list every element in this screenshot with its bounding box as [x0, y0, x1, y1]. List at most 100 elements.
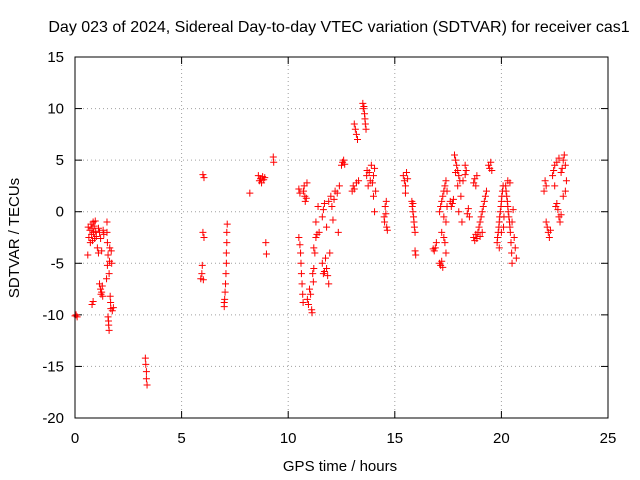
data-point — [222, 280, 230, 288]
data-point — [465, 213, 473, 221]
data-point — [98, 247, 106, 255]
data-point — [450, 151, 458, 159]
data-point — [439, 192, 447, 200]
data-point — [319, 206, 327, 214]
data-point — [362, 125, 370, 133]
data-point — [303, 179, 311, 187]
data-point — [103, 275, 111, 283]
data-point — [457, 192, 465, 200]
data-point — [199, 276, 207, 284]
data-point — [367, 161, 375, 169]
data-point — [72, 311, 80, 319]
data-point — [553, 199, 561, 207]
data-point — [403, 169, 411, 177]
data-point — [459, 177, 467, 185]
data-point — [399, 172, 407, 180]
data-point — [107, 298, 115, 306]
data-point — [554, 206, 562, 214]
data-point — [543, 223, 551, 231]
data-point — [222, 249, 230, 257]
data-point — [482, 187, 490, 195]
data-point — [198, 270, 206, 278]
data-point — [508, 259, 516, 267]
data-point — [561, 161, 569, 169]
data-point — [560, 151, 568, 159]
data-point — [555, 154, 563, 162]
data-point — [223, 228, 231, 236]
data-point — [365, 169, 373, 177]
data-point — [462, 166, 470, 174]
y-tick-labels: -20 -15 -10 -5 0 5 10 15 — [42, 49, 64, 427]
data-point — [103, 261, 111, 269]
data-points — [71, 99, 570, 389]
data-point — [307, 290, 315, 298]
data-point — [559, 192, 567, 200]
plot-frame — [74, 56, 609, 419]
data-point — [506, 228, 514, 236]
data-point — [545, 234, 553, 241]
data-point — [142, 360, 150, 368]
data-point — [299, 298, 307, 306]
data-point — [103, 228, 111, 236]
data-point — [475, 223, 483, 231]
data-point — [309, 270, 317, 278]
data-point — [199, 171, 207, 179]
data-point — [141, 354, 149, 362]
data-point — [323, 264, 331, 272]
data-point — [549, 172, 557, 180]
data-point — [500, 223, 508, 231]
data-point — [340, 156, 348, 164]
data-point — [105, 326, 113, 334]
data-point — [106, 292, 114, 300]
data-point — [440, 234, 448, 241]
data-point — [328, 203, 336, 211]
data-point — [401, 182, 409, 190]
data-point — [312, 234, 320, 241]
data-point — [381, 218, 389, 226]
data-point — [494, 234, 502, 241]
x-tick-label: 25 — [600, 430, 617, 447]
data-point — [199, 228, 207, 236]
data-point — [310, 264, 318, 272]
y-tick-label: 0 — [56, 204, 64, 221]
data-point — [142, 368, 150, 376]
data-point — [562, 177, 570, 185]
data-point — [350, 120, 358, 128]
data-point — [438, 197, 446, 205]
data-point — [88, 301, 96, 309]
data-point — [408, 203, 416, 211]
data-point — [295, 185, 303, 193]
data-point — [556, 218, 564, 226]
y-tick-label: 15 — [47, 49, 64, 66]
data-point — [447, 203, 455, 211]
data-point — [559, 156, 567, 164]
data-point — [300, 187, 308, 195]
data-point — [301, 197, 309, 205]
data-point — [334, 228, 342, 236]
data-point — [369, 192, 377, 200]
data-point — [312, 218, 320, 226]
data-point — [351, 125, 359, 133]
data-point — [355, 177, 363, 185]
data-point — [198, 261, 206, 269]
data-point — [221, 288, 229, 296]
data-point — [382, 210, 390, 218]
data-point — [476, 218, 484, 226]
data-point — [109, 304, 117, 312]
data-point — [477, 213, 485, 221]
data-point — [487, 158, 495, 166]
data-point — [442, 218, 450, 226]
data-point — [311, 249, 319, 257]
y-tick-label: 10 — [47, 101, 64, 118]
data-point — [323, 223, 331, 231]
data-point — [455, 208, 463, 216]
data-point — [495, 244, 503, 252]
data-point — [325, 280, 333, 288]
data-point — [333, 189, 341, 197]
data-point — [361, 120, 369, 128]
data-point — [97, 235, 105, 243]
data-point — [558, 164, 566, 172]
y-tick-label: 5 — [56, 152, 64, 169]
data-point — [320, 199, 328, 207]
data-point — [324, 272, 332, 280]
